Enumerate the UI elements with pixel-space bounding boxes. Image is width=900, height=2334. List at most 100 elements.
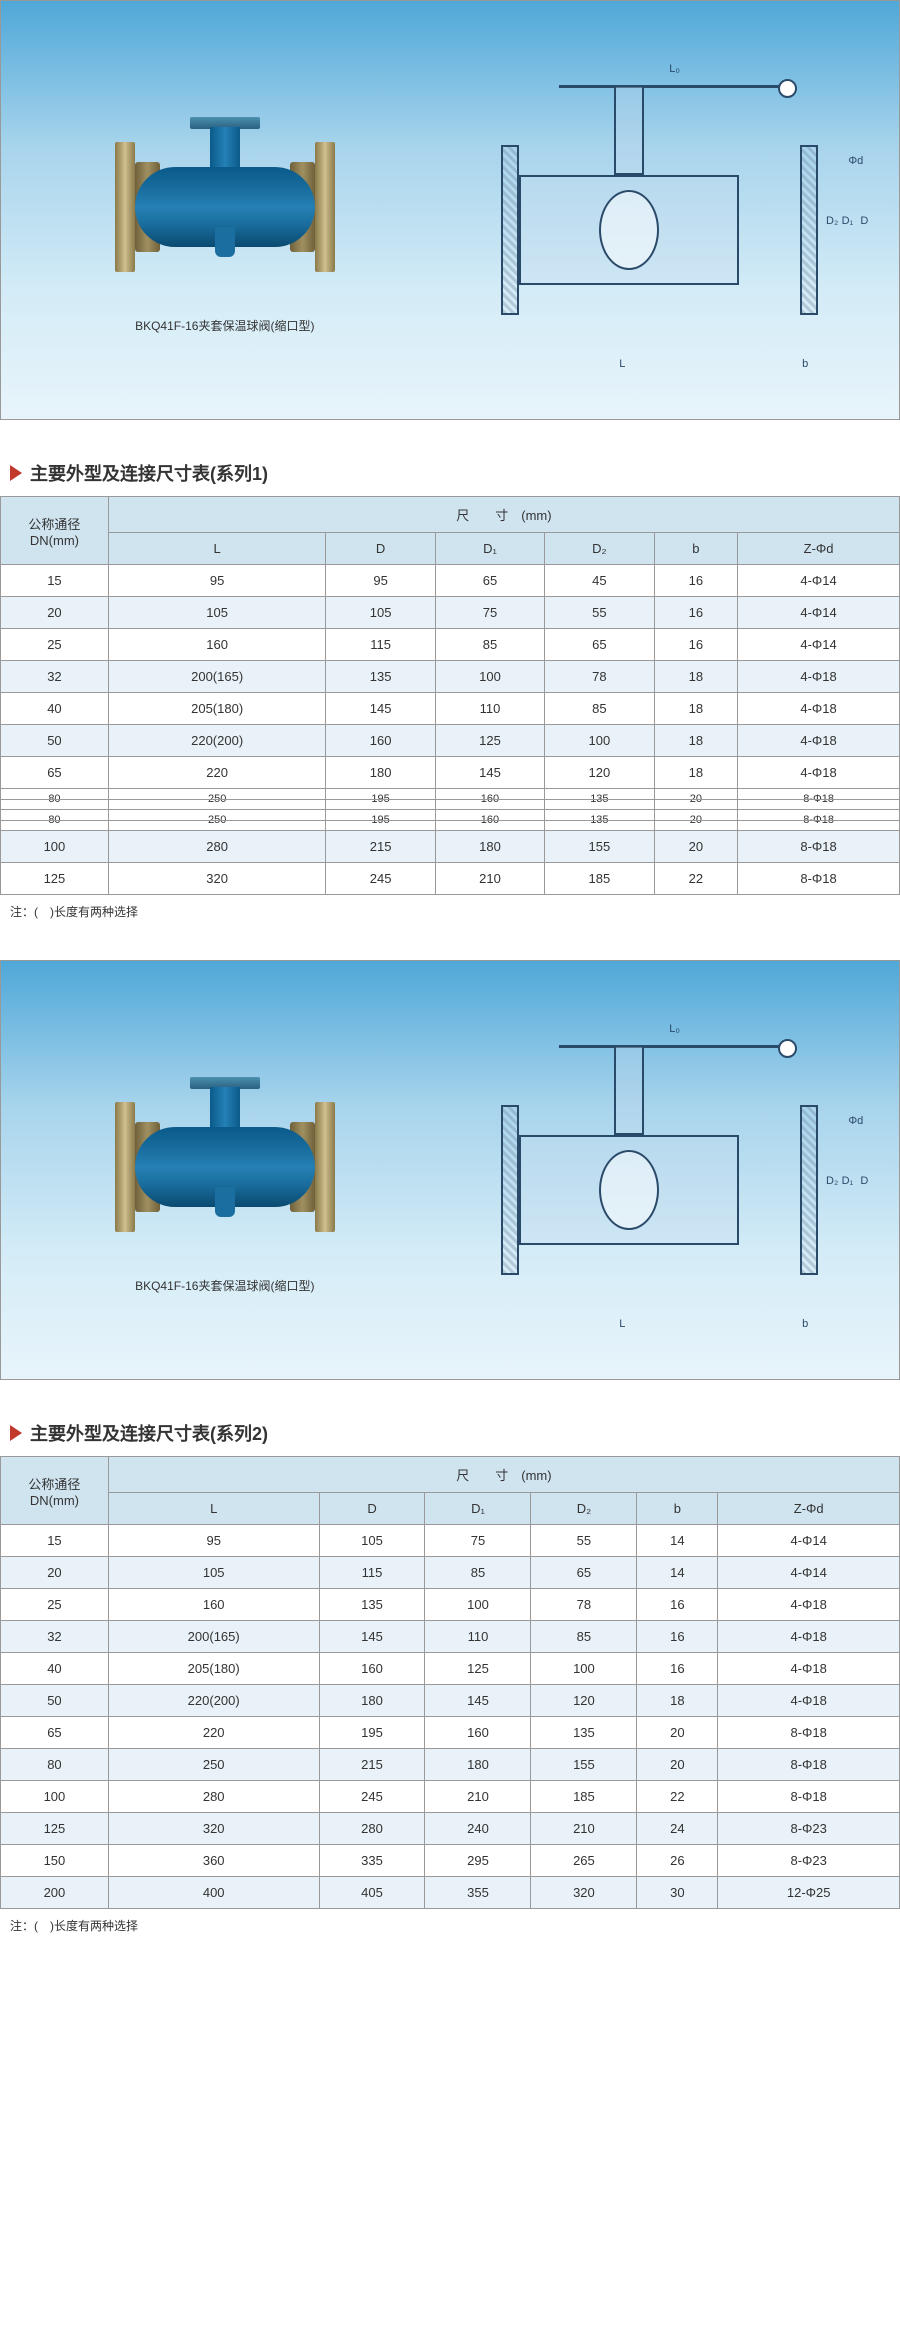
photo-caption-1: BKQ41F-16夹套保温球阀(缩口型) [32, 317, 418, 334]
valve-flange-right [315, 142, 335, 272]
table-cell: 250 [108, 810, 326, 831]
valve-nozzle [215, 227, 235, 257]
table-cell: 50 [1, 1685, 109, 1717]
table-cell: 55 [545, 597, 654, 629]
table-cell: 135 [531, 1717, 637, 1749]
table-row: 100280245210185228-Φ18 [1, 1781, 900, 1813]
table-cell: 195 [326, 789, 435, 810]
table-cell: 210 [425, 1781, 531, 1813]
th-col: L [108, 1493, 319, 1525]
table-cell: 115 [319, 1557, 425, 1589]
table-cell: 135 [319, 1589, 425, 1621]
table-cell: 405 [319, 1877, 425, 1909]
table-row: 40205(180)160125100164-Φ18 [1, 1653, 900, 1685]
table-cell: 185 [545, 863, 654, 895]
table-cell: 160 [326, 725, 435, 757]
table-cell: 40 [1, 1653, 109, 1685]
table-cell: 110 [425, 1621, 531, 1653]
table-cell: 20 [654, 810, 738, 831]
table-cell: 150 [1, 1845, 109, 1877]
table-cell: 20 [654, 789, 738, 810]
table-cell: 14 [637, 1525, 718, 1557]
table-row: 50220(200)180145120184-Φ18 [1, 1685, 900, 1717]
table-cell: 180 [435, 831, 544, 863]
th-col: Z-Φd [718, 1493, 900, 1525]
th-col: b [654, 533, 738, 565]
table-cell: 145 [319, 1621, 425, 1653]
table-cell: 8-Φ18 [738, 810, 900, 831]
diagram-panel-2: BKQ41F-16夹套保温球阀(缩口型) L₀ L b D D₁ D₂ Φd [0, 960, 900, 1380]
table-row: 201051057555164-Φ14 [1, 597, 900, 629]
th-span-2: 尺 寸 (mm) [108, 1457, 899, 1493]
diagram-content: BKQ41F-16夹套保温球阀(缩口型) L₀ L b D D₁ D₂ Φd [21, 31, 879, 399]
table-row: 80250195160135208-Φ18 [1, 789, 900, 810]
table-cell: 360 [108, 1845, 319, 1877]
table-cell: 320 [108, 863, 326, 895]
dim-phid-2: Φd [848, 1115, 863, 1127]
table-cell: 245 [326, 863, 435, 895]
table-cell: 100 [435, 661, 544, 693]
th-cols-row: LDD₁D₂bZ-Φd [1, 533, 900, 565]
draw-ball [599, 190, 659, 270]
table-cell: 85 [545, 693, 654, 725]
table-row: 2004004053553203012-Φ25 [1, 1877, 900, 1909]
table-cell: 105 [108, 597, 326, 629]
th-col: D [319, 1493, 425, 1525]
table-cell: 125 [435, 725, 544, 757]
table-cell: 65 [531, 1557, 637, 1589]
footnote-2: 注：( )长度有两种选择 [0, 1917, 900, 1934]
table-row: 40205(180)14511085184-Φ18 [1, 693, 900, 725]
dim-b-2: b [802, 1318, 808, 1330]
diagram-content-2: BKQ41F-16夹套保温球阀(缩口型) L₀ L b D D₁ D₂ Φd [21, 991, 879, 1359]
table-cell: 8-Φ18 [718, 1717, 900, 1749]
table-cell: 4-Φ18 [738, 757, 900, 789]
table-cell: 240 [425, 1813, 531, 1845]
th-col: D₂ [531, 1493, 637, 1525]
th-cols-row-2: LDD₁D₂bZ-Φd [1, 1493, 900, 1525]
table-cell: 4-Φ14 [738, 565, 900, 597]
table-cell: 95 [326, 565, 435, 597]
table-cell: 105 [319, 1525, 425, 1557]
table-cell: 320 [531, 1877, 637, 1909]
draw-stem [614, 85, 644, 175]
table-cell: 265 [531, 1845, 637, 1877]
table-cell: 16 [654, 629, 738, 661]
table-cell: 155 [545, 831, 654, 863]
table-cell: 125 [1, 863, 109, 895]
th-dn: 公称通径 DN(mm) [1, 497, 109, 565]
table-cell: 160 [319, 1653, 425, 1685]
table-cell: 4-Φ18 [718, 1685, 900, 1717]
th-col: D [326, 533, 435, 565]
table-row: 65220180145120184-Φ18 [1, 757, 900, 789]
table-cell: 8-Φ18 [718, 1781, 900, 1813]
table-cell: 14 [637, 1557, 718, 1589]
table-cell: 16 [654, 565, 738, 597]
dim-b: b [802, 358, 808, 370]
dim-D1-2: D₁ [842, 1175, 854, 1187]
th-col: b [637, 1493, 718, 1525]
table-row: 201051158565144-Φ14 [1, 1557, 900, 1589]
table-cell: 335 [319, 1845, 425, 1877]
th-col: Z-Φd [738, 533, 900, 565]
table-cell: 65 [1, 1717, 109, 1749]
dimension-table-1: 公称通径 DN(mm) 尺 寸 (mm) LDD₁D₂bZ-Φd 1595956… [0, 496, 900, 895]
draw-flange-left-2 [501, 1105, 519, 1275]
table-row: 2516013510078164-Φ18 [1, 1589, 900, 1621]
table-cell: 32 [1, 1621, 109, 1653]
table-cell: 78 [531, 1589, 637, 1621]
table-cell: 20 [1, 1557, 109, 1589]
table-row: 125320280240210248-Φ23 [1, 1813, 900, 1845]
table-1-head: 公称通径 DN(mm) 尺 寸 (mm) LDD₁D₂bZ-Φd [1, 497, 900, 565]
valve-photo-block: BKQ41F-16夹套保温球阀(缩口型) [32, 97, 418, 334]
table-cell: 205(180) [108, 693, 326, 725]
table-cell: 75 [435, 597, 544, 629]
table-row: 15951057555144-Φ14 [1, 1525, 900, 1557]
tech-drawing-svg-2: L₀ L b D D₁ D₂ Φd [439, 1015, 868, 1335]
table-cell: 4-Φ14 [738, 629, 900, 661]
photo-caption-2: BKQ41F-16夹套保温球阀(缩口型) [32, 1277, 418, 1294]
table-cell: 145 [435, 757, 544, 789]
table-cell: 16 [654, 597, 738, 629]
table-cell: 4-Φ18 [718, 1621, 900, 1653]
table-cell: 75 [425, 1525, 531, 1557]
table-cell: 220(200) [108, 725, 326, 757]
